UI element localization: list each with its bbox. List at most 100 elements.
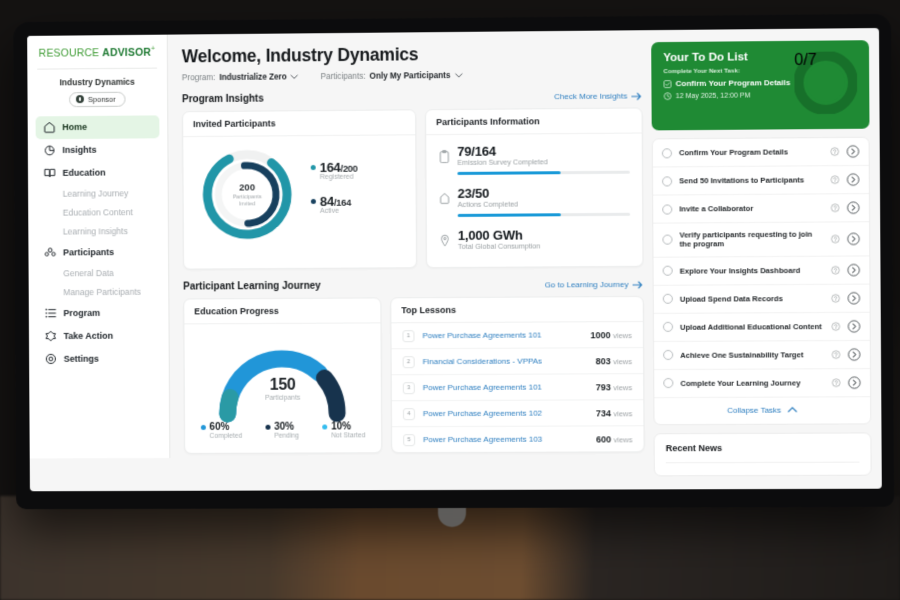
page-title: Welcome, Industry Dynamics [181, 44, 419, 67]
todo-item[interactable]: Send 50 Invitations to Participants [652, 165, 869, 196]
table-row[interactable]: 5 Power Purchase Agreements 103 600 views [392, 426, 644, 452]
todo-item[interactable]: Complete Your Learning Journey [654, 369, 871, 399]
todo-item[interactable]: Upload Spend Data Records [653, 284, 870, 314]
help-icon[interactable] [831, 294, 840, 303]
sponsor-badge[interactable]: Sponsor [69, 91, 126, 107]
todo-progress-text: 0/7 [794, 51, 817, 69]
help-icon[interactable] [831, 266, 840, 275]
sidebar-item-home-label: Home [62, 121, 88, 133]
chevron-right-circle-icon[interactable] [847, 320, 860, 333]
arrow-right-icon [633, 280, 644, 288]
todo-checkbox[interactable] [662, 322, 674, 333]
education-progress-gauge-chart: 150 Participants [184, 323, 381, 422]
todo-checkbox[interactable] [662, 235, 673, 246]
invited-participants-card: Invited Participants [182, 109, 418, 270]
lesson-title-link[interactable]: Power Purchase Agreements 101 [422, 330, 542, 341]
table-row[interactable]: 1 Power Purchase Agreements 101 1000 views [391, 321, 643, 350]
education-progress-legend: 60% Completed 30% Pending 10% Not Started [185, 421, 381, 450]
sidebar-item-settings[interactable]: Settings [37, 347, 161, 370]
help-icon[interactable] [831, 322, 840, 331]
lesson-title-link[interactable]: Power Purchase Agreements 101 [422, 382, 542, 393]
chevron-up-icon [787, 407, 797, 413]
todo-checkbox[interactable] [663, 378, 674, 389]
chevron-right-circle-icon[interactable] [847, 232, 860, 245]
lesson-rank: 3 [402, 381, 415, 394]
sidebar-item-home[interactable]: Home [35, 114, 160, 139]
education-icon [44, 169, 56, 179]
participants-info-stat: 1,000 GWh Total Global Consumption [439, 227, 630, 251]
chevron-right-circle-icon[interactable] [846, 145, 859, 158]
todo-item[interactable]: Upload Additional Educational Content [653, 312, 870, 342]
help-icon[interactable] [831, 203, 840, 212]
todo-checkbox[interactable] [662, 175, 673, 186]
go-to-learning-journey-link[interactable]: Go to Learning Journey [545, 280, 644, 289]
todo-item[interactable]: Verify participants requesting to join t… [653, 222, 870, 258]
legend-dot [200, 424, 206, 430]
table-row[interactable]: 2 Financial Considerations - VPPAs 803 vie… [391, 348, 644, 376]
sidebar-item-take-action[interactable]: Take Action [37, 324, 161, 348]
todo-item[interactable]: Invite a Collaborator [653, 194, 870, 224]
help-icon[interactable] [832, 378, 841, 387]
sidebar-item-learning-insights[interactable]: Learning Insights [62, 226, 128, 237]
sidebar-item-participants[interactable]: Participants [36, 240, 160, 264]
todo-checkbox[interactable] [662, 203, 673, 215]
table-row[interactable]: 4 Power Purchase Agreements 102 734 views [391, 400, 644, 428]
chevron-right-circle-icon[interactable] [847, 292, 860, 305]
help-icon[interactable] [831, 234, 840, 243]
gauge-center-text: 150 Participants [185, 376, 381, 402]
todo-item-label: Invite a Collaborator [679, 203, 754, 214]
chevron-right-circle-icon[interactable] [848, 376, 861, 389]
todo-checkbox[interactable] [663, 350, 674, 361]
todo-item-label: Explore Your Insights Dashboard [679, 265, 801, 276]
sidebar-item-education[interactable]: Education [36, 161, 160, 185]
donut-legend-item: 164/200 Registered [310, 159, 408, 181]
todo-checkbox[interactable] [661, 147, 672, 158]
donut-legend-item: 84/164 Active [310, 193, 408, 215]
chevron-right-circle-icon[interactable] [847, 263, 860, 276]
todo-checkbox[interactable] [662, 294, 673, 305]
sidebar-item-general-data[interactable]: General Data [63, 268, 114, 279]
todo-datetime: 12 May 2025, 12:00 PM [675, 91, 751, 100]
sidebar-item-manage-participants[interactable]: Manage Participants [63, 286, 141, 298]
sidebar-item-insights-label: Insights [62, 144, 97, 155]
chevron-right-circle-icon[interactable] [848, 348, 861, 361]
check-more-insights-link[interactable]: Check More Insights [554, 91, 642, 101]
chevron-right-circle-icon[interactable] [847, 173, 860, 186]
legend-dot [322, 424, 328, 430]
sidebar-item-education-content[interactable]: Education Content [62, 207, 133, 218]
lesson-title-link[interactable]: Power Purchase Agreements 103 [422, 434, 543, 445]
help-icon[interactable] [830, 147, 839, 156]
sidebar-item-insights[interactable]: Insights [36, 138, 160, 162]
logo-word-1: RESOURCE [38, 46, 100, 60]
filter-program-value: Industrialize Zero [219, 72, 287, 82]
chevron-right-circle-icon[interactable] [847, 201, 860, 214]
lesson-views-count: 793 [595, 381, 611, 392]
sidebar-item-program[interactable]: Program [37, 301, 161, 325]
lesson-rank: 2 [402, 355, 415, 368]
todo-item-label: Upload Spend Data Records [679, 293, 783, 304]
todo-checkbox[interactable] [662, 266, 673, 277]
help-icon[interactable] [831, 350, 840, 359]
recent-news-card: Recent News [653, 432, 872, 477]
todo-item[interactable]: Explore Your Insights Dashboard [653, 256, 870, 286]
filter-participants-value: Only My Participants [369, 71, 451, 81]
lesson-title-link[interactable]: Power Purchase Agreements 102 [422, 408, 543, 419]
chevron-down-icon [454, 73, 462, 78]
filter-program[interactable]: Program: Industrialize Zero [182, 72, 299, 82]
collapse-tasks-label: Collapse Tasks [727, 405, 782, 415]
app-logo[interactable]: RESOURCE ADVISOR+ [27, 44, 167, 69]
todo-item[interactable]: Achieve One Sustainability Target [654, 340, 870, 371]
home-icon [44, 122, 56, 134]
table-row[interactable]: 3 Power Purchase Agreements 101 793 views [391, 374, 644, 402]
sidebar-item-learning-journey[interactable]: Learning Journey [62, 188, 129, 199]
todo-next-task: Confirm Your Program Details [675, 78, 791, 89]
lesson-views-suffix: views [612, 330, 632, 340]
lesson-title-link[interactable]: Financial Considerations - VPPAs [422, 356, 543, 367]
collapse-tasks-button[interactable]: Collapse Tasks [654, 397, 870, 424]
donut-center-caption-1: Participants [232, 194, 262, 201]
help-icon[interactable] [830, 175, 839, 184]
filter-participants[interactable]: Participants: Only My Participants [321, 71, 463, 81]
todo-item[interactable]: Confirm Your Program Details [652, 137, 869, 168]
lesson-rank: 5 [402, 433, 416, 446]
sidebar-nav: Home Insights Education Learning Journey Edu… [28, 114, 169, 371]
